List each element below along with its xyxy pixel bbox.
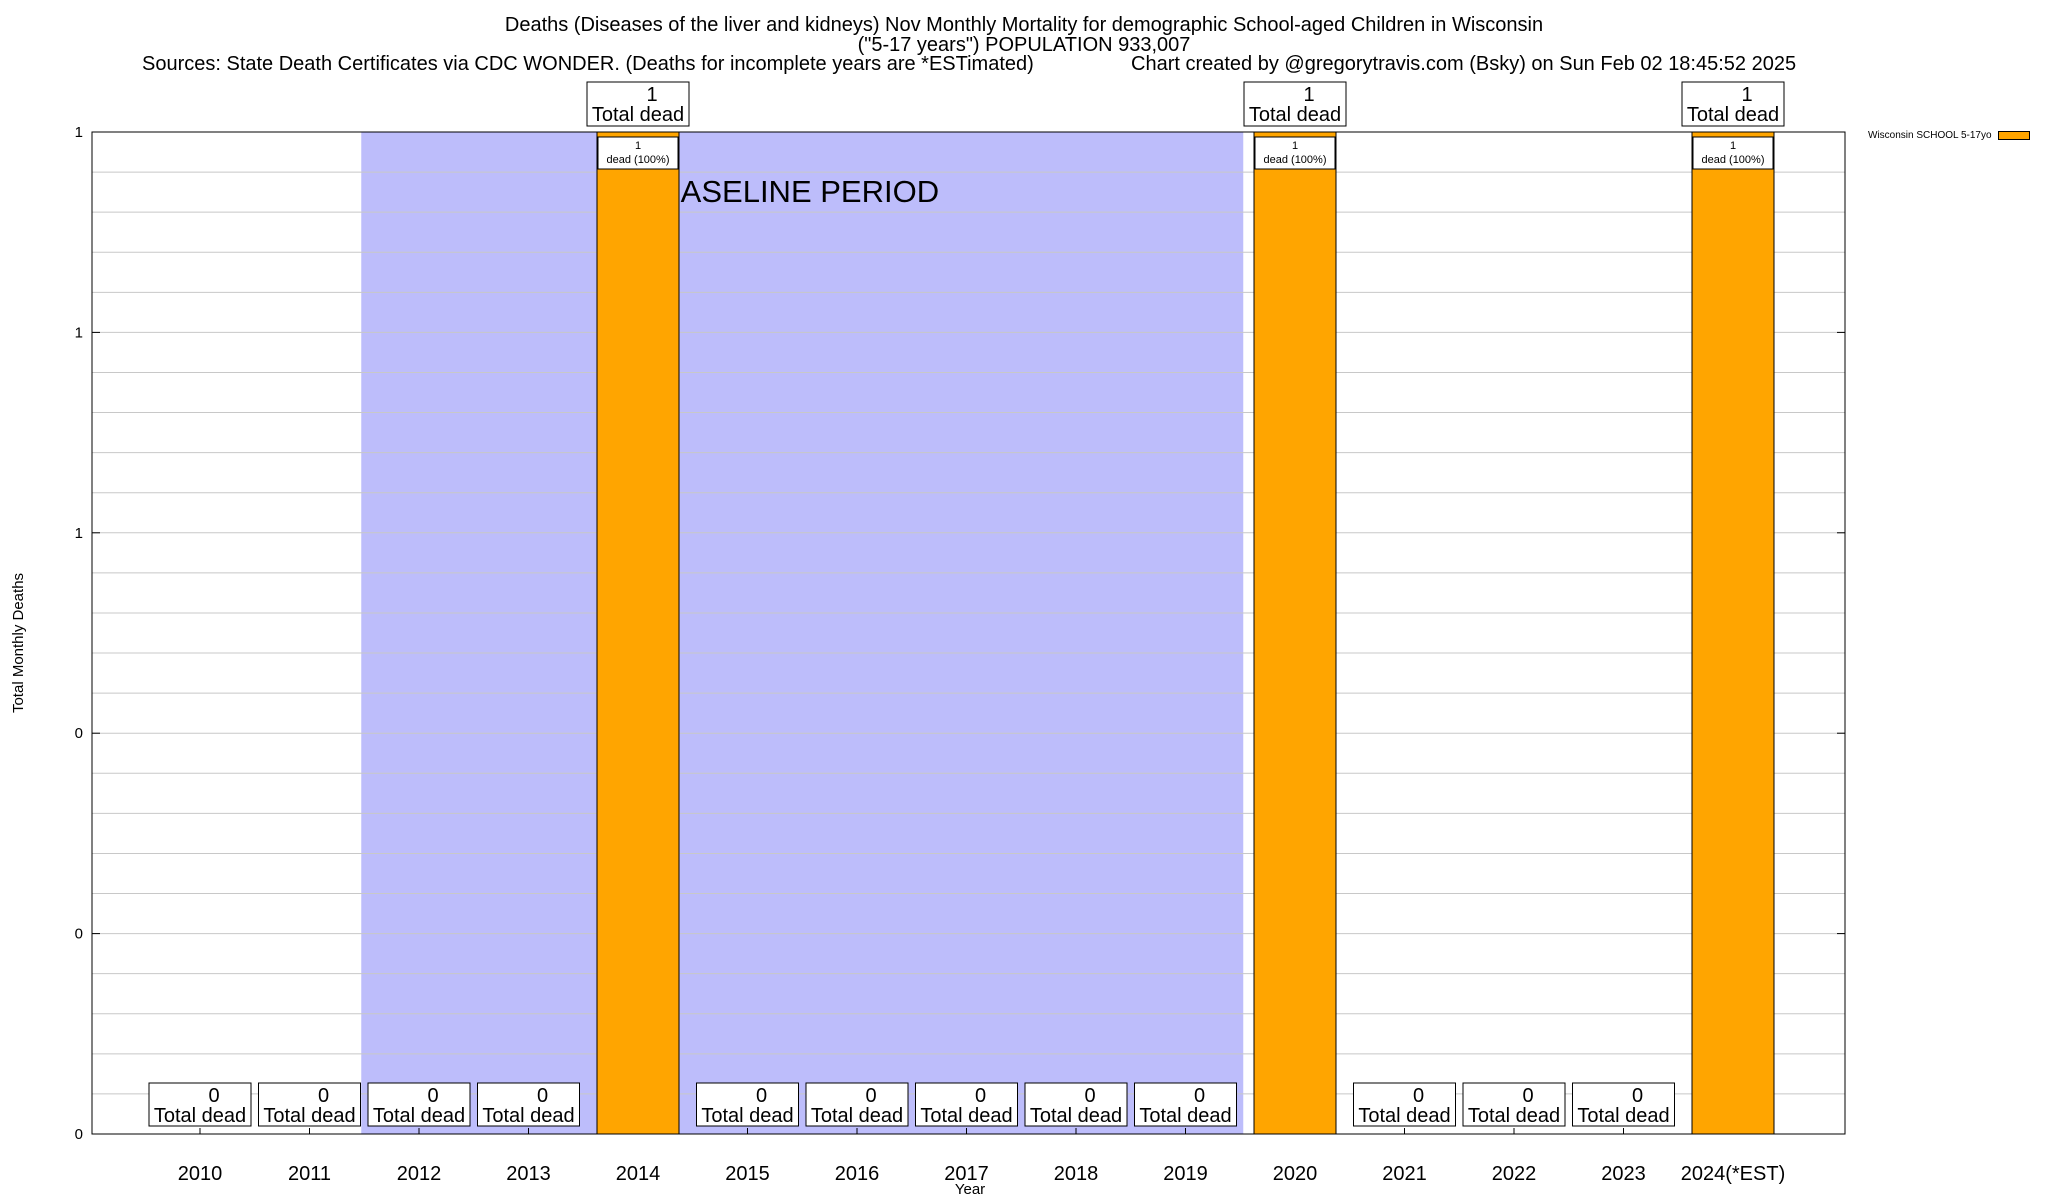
bar-data-label-text: dead (100%) bbox=[1264, 154, 1327, 166]
total-label-value: 0 bbox=[208, 1085, 219, 1107]
total-label-value: 0 bbox=[537, 1085, 548, 1107]
total-label-box bbox=[586, 81, 690, 127]
total-label-value: 1 bbox=[1741, 84, 1752, 106]
total-label-text: Total dead bbox=[1687, 104, 1779, 126]
total-label-box bbox=[1353, 1082, 1456, 1127]
total-label-value: 1 bbox=[646, 84, 657, 106]
total-label-text: Total dead bbox=[1030, 1105, 1122, 1127]
x-tick-label: 2023 bbox=[1601, 1163, 1646, 1185]
total-label-box bbox=[477, 1082, 580, 1127]
y-axis-label: Total Monthly Deaths bbox=[9, 572, 27, 714]
total-label-box bbox=[696, 1082, 799, 1127]
chart-credit: Chart created by @gregorytravis.com (Bsk… bbox=[1131, 53, 1797, 75]
plot-frame bbox=[91, 131, 1846, 1135]
total-label-text: Total dead bbox=[373, 1105, 465, 1127]
x-tick-label: 2012 bbox=[397, 1163, 442, 1185]
x-tick-label: 2014 bbox=[616, 1163, 661, 1185]
total-label-text: Total dead bbox=[701, 1105, 793, 1127]
bar-data-label-box bbox=[597, 136, 679, 170]
y-tick-label: 1 bbox=[75, 525, 83, 542]
total-label-value: 0 bbox=[756, 1085, 767, 1107]
total-label-value: 0 bbox=[865, 1085, 876, 1107]
x-tick-label: 2017 bbox=[944, 1163, 989, 1185]
total-label-text: Total dead bbox=[1468, 1105, 1560, 1127]
chart-title-line-1: Deaths (Diseases of the liver and kidney… bbox=[504, 14, 1544, 36]
x-tick-label: 2016 bbox=[835, 1163, 880, 1185]
x-tick-label: 2011 bbox=[288, 1163, 331, 1185]
total-label-text: Total dead bbox=[920, 1105, 1012, 1127]
chart-title-line-2: ("5-17 years") POPULATION 933,007 bbox=[857, 34, 1191, 56]
legend-swatch bbox=[1997, 131, 2030, 140]
total-label-value: 1 bbox=[1303, 84, 1314, 106]
x-tick-label: 2020 bbox=[1273, 1163, 1318, 1185]
bar-data-label-box bbox=[1254, 136, 1336, 170]
y-tick-label: 0 bbox=[75, 926, 83, 943]
total-label-text: Total dead bbox=[811, 1105, 903, 1127]
bar-data-label-value: 1 bbox=[1730, 140, 1736, 152]
bar bbox=[596, 131, 680, 1135]
total-label-box bbox=[805, 1082, 909, 1127]
legend: Wisconsin SCHOOL 5-17yo bbox=[1868, 130, 2030, 141]
total-label-box bbox=[1134, 1082, 1237, 1127]
total-label-value: 0 bbox=[1084, 1085, 1095, 1107]
total-label-box bbox=[915, 1082, 1018, 1127]
total-label-value: 0 bbox=[1522, 1085, 1533, 1107]
bar-data-label-text: dead (100%) bbox=[1702, 154, 1765, 166]
legend-label: Wisconsin SCHOOL 5-17yo bbox=[1868, 130, 1992, 141]
y-tick-label: 1 bbox=[75, 324, 83, 341]
total-label-box bbox=[1024, 1082, 1128, 1127]
x-axis-label: Year bbox=[954, 1181, 986, 1198]
x-tick-label: 2024(*EST) bbox=[1681, 1163, 1786, 1185]
total-label-value: 0 bbox=[318, 1085, 329, 1107]
bar-data-label-box bbox=[1692, 136, 1774, 170]
total-label-box bbox=[1462, 1082, 1566, 1127]
bar bbox=[1253, 131, 1337, 1135]
total-label-text: Total dead bbox=[154, 1105, 246, 1127]
total-label-text: Total dead bbox=[592, 104, 684, 126]
total-label-text: Total dead bbox=[1139, 1105, 1231, 1127]
total-label-text: Total dead bbox=[1577, 1105, 1669, 1127]
total-label-box bbox=[367, 1082, 471, 1127]
baseline-region bbox=[361, 132, 1244, 1134]
total-label-value: 0 bbox=[975, 1085, 986, 1107]
total-label-value: 0 bbox=[1194, 1085, 1205, 1107]
x-tick-label: 2021 bbox=[1382, 1163, 1427, 1185]
total-label-text: Total dead bbox=[482, 1105, 574, 1127]
total-label-box bbox=[1681, 81, 1785, 127]
y-tick-label: 0 bbox=[75, 1126, 83, 1143]
y-tick-label: 0 bbox=[75, 725, 83, 742]
total-label-value: 0 bbox=[1632, 1085, 1643, 1107]
x-tick-label: 2015 bbox=[725, 1163, 770, 1185]
x-tick-label: 2013 bbox=[506, 1163, 551, 1185]
x-tick-label: 2022 bbox=[1492, 1163, 1537, 1185]
bar-data-label-text: dead (100%) bbox=[607, 154, 670, 166]
total-label-text: Total dead bbox=[1249, 104, 1341, 126]
total-label-box bbox=[148, 1082, 252, 1127]
bar-data-label-value: 1 bbox=[635, 140, 641, 152]
total-label-box bbox=[258, 1082, 361, 1127]
total-label-box bbox=[1572, 1082, 1675, 1127]
x-tick-label: 2010 bbox=[178, 1163, 223, 1185]
x-tick-label: 2018 bbox=[1054, 1163, 1099, 1185]
y-tick-label: 1 bbox=[75, 124, 83, 141]
bar-data-label-value: 1 bbox=[1292, 140, 1298, 152]
baseline-label: BASELINE PERIOD bbox=[660, 174, 939, 209]
total-label-text: Total dead bbox=[263, 1105, 355, 1127]
x-tick-label: 2019 bbox=[1163, 1163, 1208, 1185]
total-label-text: Total dead bbox=[1358, 1105, 1450, 1127]
chart-sources: Sources: State Death Certificates via CD… bbox=[142, 53, 1034, 75]
total-label-value: 0 bbox=[1413, 1085, 1424, 1107]
total-label-value: 0 bbox=[427, 1085, 438, 1107]
bar bbox=[1691, 131, 1775, 1135]
total-label-box bbox=[1243, 81, 1347, 127]
